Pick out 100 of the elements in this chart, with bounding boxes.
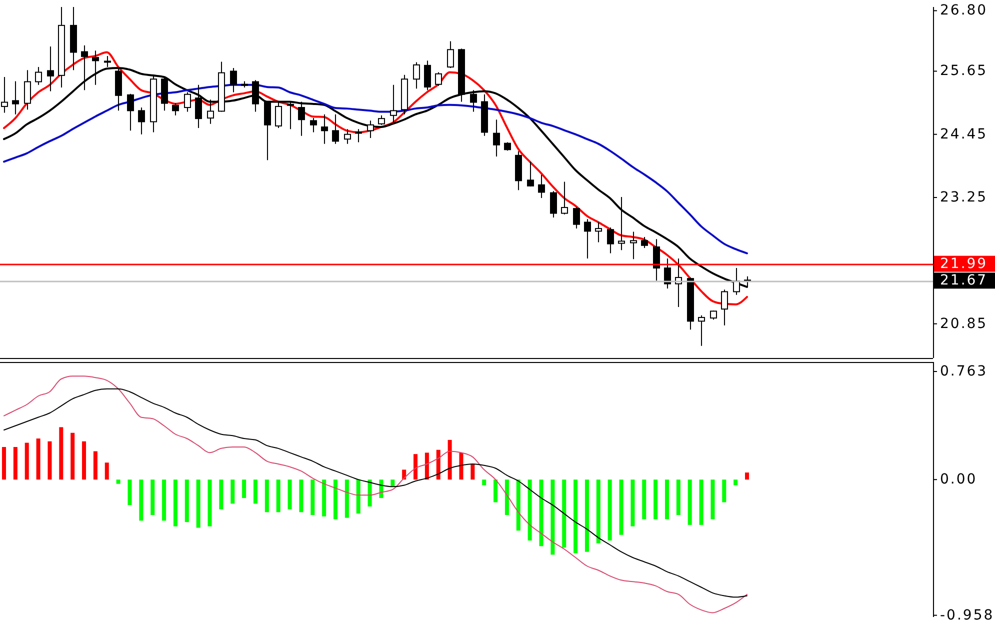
candlestick [138, 107, 145, 135]
candlestick [470, 90, 477, 112]
candlestick [127, 93, 134, 132]
bar [470, 464, 475, 480]
bar [390, 480, 395, 487]
candlestick [47, 46, 54, 92]
bar [104, 462, 109, 480]
y-tick-label: 24.45 [940, 126, 988, 142]
candlestick [298, 101, 305, 136]
bar [219, 480, 224, 510]
candlestick [264, 101, 271, 161]
bar [688, 480, 692, 525]
bar [128, 480, 132, 506]
bar [162, 480, 166, 521]
bar [70, 432, 75, 480]
bar [654, 480, 658, 520]
bar [550, 480, 555, 555]
candlestick [24, 70, 31, 110]
bar [150, 480, 155, 515]
candlestick [275, 101, 282, 129]
bar [2, 447, 6, 480]
bar [344, 480, 349, 518]
candlestick [493, 119, 500, 157]
bar [116, 480, 120, 484]
bar [48, 441, 52, 480]
candlestick [287, 101, 294, 130]
y-tick-label: 0.00 [940, 472, 978, 488]
candlestick [584, 218, 591, 260]
y-tick-label: 25.65 [940, 63, 988, 80]
candlestick [413, 62, 420, 90]
candlestick [698, 314, 705, 346]
ref-line-label: 21.67 [940, 272, 988, 289]
candlestick [378, 114, 385, 126]
bar [596, 480, 600, 544]
bar [630, 480, 635, 526]
candlestick [653, 238, 660, 282]
bar [264, 480, 269, 512]
y-tick-label: -0.958 [940, 607, 994, 623]
candlestick [390, 84, 397, 125]
bar [584, 480, 589, 552]
candlestick [230, 68, 237, 93]
bar [699, 480, 704, 525]
candlestick [721, 289, 728, 326]
candlestick [321, 114, 328, 144]
candlestick [607, 226, 614, 254]
bar [562, 480, 566, 548]
bar [414, 454, 418, 480]
candlestick [447, 40, 454, 69]
bar [664, 480, 669, 520]
bar [333, 480, 338, 520]
bar [196, 480, 200, 528]
candlestick [332, 114, 339, 144]
bar [539, 480, 544, 546]
bar [516, 480, 520, 531]
candlestick [35, 66, 42, 86]
bar [59, 427, 64, 480]
bar [276, 480, 280, 512]
candlestick [12, 80, 19, 115]
bar [93, 451, 98, 480]
bar [230, 480, 235, 504]
bar [310, 480, 315, 515]
candlestick [424, 60, 431, 91]
bar [24, 442, 29, 480]
bar [722, 480, 726, 502]
bar [208, 480, 212, 526]
bar [253, 480, 258, 504]
bar [402, 470, 406, 480]
candlestick [367, 120, 374, 139]
candlestick [618, 196, 625, 251]
bar [322, 480, 326, 516]
bar [619, 480, 624, 535]
candlestick [207, 99, 214, 124]
bar [504, 480, 509, 515]
y-tick-label: 26.80 [940, 2, 988, 19]
candlestick [435, 72, 442, 86]
candlestick [573, 206, 580, 230]
bar [356, 480, 360, 514]
candlestick [664, 258, 671, 290]
candlestick [310, 118, 317, 133]
bar [13, 447, 18, 480]
bar [36, 438, 40, 480]
bar [139, 480, 144, 521]
bar [288, 480, 292, 510]
ref-line-label: 21.99 [940, 256, 988, 272]
candlestick [355, 128, 362, 143]
bar [173, 480, 178, 526]
bar [734, 480, 738, 486]
bar [436, 450, 440, 480]
candlestick [252, 80, 259, 112]
y-tick-label: 23.25 [940, 190, 988, 206]
bar [608, 480, 612, 540]
candlestick [172, 102, 179, 116]
bar [299, 480, 304, 512]
bar [184, 480, 189, 522]
bar [676, 480, 680, 515]
bar [642, 480, 646, 520]
bar [574, 480, 578, 554]
bar [482, 480, 486, 486]
bar [242, 480, 246, 498]
bar [368, 480, 372, 506]
